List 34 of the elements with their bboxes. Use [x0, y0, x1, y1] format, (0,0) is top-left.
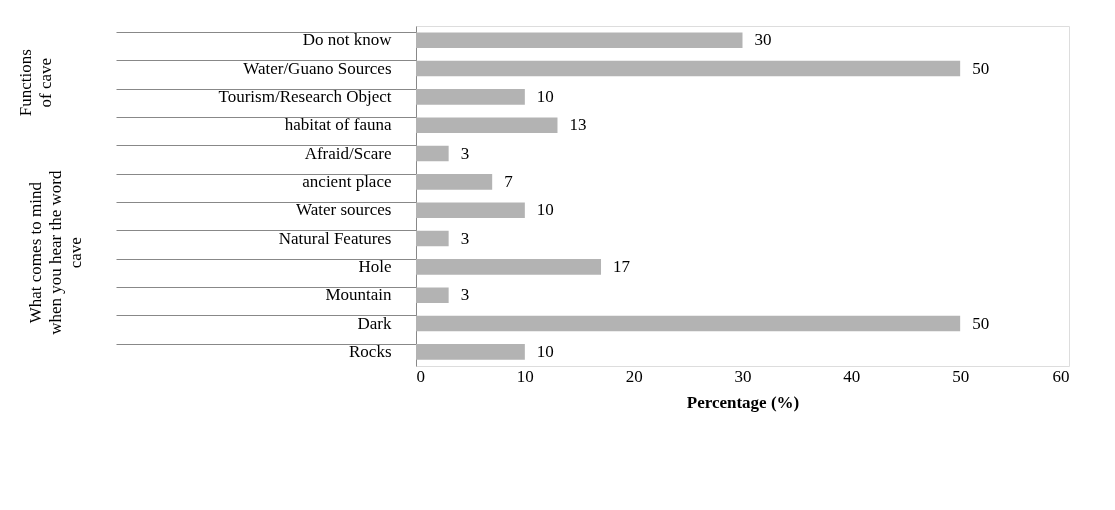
x-tick-label: 10	[516, 366, 534, 386]
data-label: 17	[613, 256, 631, 276]
y-tick-label: ancient place	[302, 171, 392, 191]
y-tick-label: Dark	[357, 313, 392, 333]
data-label: 10	[536, 341, 554, 361]
x-axis-title: Percentage (%)	[686, 392, 800, 412]
y-tick-label: Water sources	[296, 200, 392, 220]
y-tick-label: Rocks	[349, 341, 392, 361]
data-label: 10	[536, 200, 554, 220]
y-tick-label: Do not know	[302, 30, 393, 50]
x-tick-label: 60	[1052, 366, 1070, 386]
data-label: 7	[504, 171, 514, 191]
text: What comes to mind when you hear the word cave	[26, 170, 85, 335]
data-label: 3	[460, 228, 470, 248]
y-tick-label: Hole	[358, 256, 392, 276]
y-tick-label: Afraid/Scare	[304, 143, 392, 163]
x-tick-label: 0	[416, 366, 425, 386]
x-tick-label: 40	[843, 366, 861, 386]
y-tick-label: Water/Guano Sources	[243, 58, 392, 78]
data-label: 50	[972, 58, 990, 78]
x-tick-label: 20	[625, 366, 643, 386]
data-label: 3	[460, 143, 470, 163]
data-label: 3	[460, 285, 470, 305]
x-tick-label: 30	[734, 366, 752, 386]
x-tick-label: 50	[952, 366, 970, 386]
data-label: 10	[536, 86, 554, 106]
y-tick-label: Natural Features	[278, 228, 392, 248]
data-label: 50	[972, 313, 990, 333]
data-label: 30	[754, 30, 772, 50]
text: Functions of cave	[16, 49, 55, 117]
y-tick-label: Tourism/Research Object	[218, 86, 392, 106]
y-tick-label: Mountain	[325, 285, 392, 305]
data-label: 13	[569, 115, 587, 135]
y-tick-label: habitat of fauna	[284, 115, 392, 135]
